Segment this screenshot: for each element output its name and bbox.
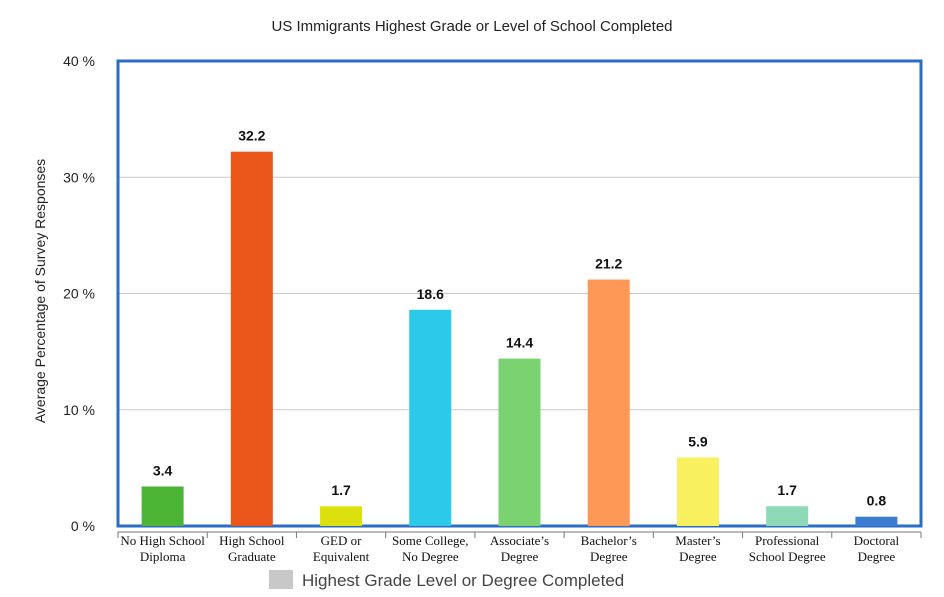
chart-title: US Immigrants Highest Grade or Level of … [271, 18, 672, 35]
data-label: 18.6 [417, 286, 444, 302]
data-label: 1.7 [777, 482, 797, 498]
data-label: 0.8 [867, 493, 887, 509]
y-axis-label: Average Percentage of Survey Responses [32, 159, 48, 423]
y-tick-label: 10 % [63, 402, 95, 418]
bar [766, 506, 809, 526]
bar [498, 358, 541, 526]
y-tick-label: 30 % [63, 169, 95, 185]
bar [320, 506, 363, 526]
bars [141, 151, 898, 527]
data-label: 21.2 [595, 256, 622, 272]
data-label: 5.9 [688, 433, 708, 449]
x-tick-label: Bachelor’s Degree [581, 533, 637, 564]
bar [676, 457, 719, 526]
y-axis-ticks: 0 % 10 % 20 % 30 % 40 % [63, 53, 95, 534]
data-label: 32.2 [238, 128, 265, 144]
x-tick-label: No High School Diploma [120, 533, 205, 564]
data-label: 3.4 [153, 462, 173, 478]
x-tick-label: Some College, No Degree [392, 533, 469, 564]
x-tick-label: Associate’s Degree [490, 533, 549, 564]
legend: Highest Grade Level or Degree Completed [269, 570, 624, 590]
bar [587, 279, 630, 526]
legend-label: Highest Grade Level or Degree Completed [302, 571, 624, 590]
x-tick-label: High School Graduate [219, 533, 285, 564]
value-labels: 3.4 32.2 1.7 18.6 14.4 21.2 5.9 1.7 0.8 [153, 128, 886, 509]
bar [409, 309, 452, 526]
x-axis: No High School Diploma High School Graduate… [117, 531, 922, 564]
x-tick-label: Doctoral Degree [854, 533, 900, 564]
x-tick-label: Professional School Degree [749, 533, 826, 564]
x-tick-label: Master’s Degree [675, 533, 720, 564]
data-label: 14.4 [506, 335, 533, 351]
bar [855, 516, 898, 526]
y-tick-label: 20 % [63, 286, 95, 302]
y-tick-label: 0 % [71, 518, 95, 534]
legend-swatch [269, 570, 293, 589]
y-tick-label: 40 % [63, 53, 95, 69]
bar [230, 151, 273, 527]
data-label: 1.7 [331, 482, 351, 498]
bar [141, 486, 184, 526]
x-tick-label: GED or Equivalent [313, 533, 370, 564]
